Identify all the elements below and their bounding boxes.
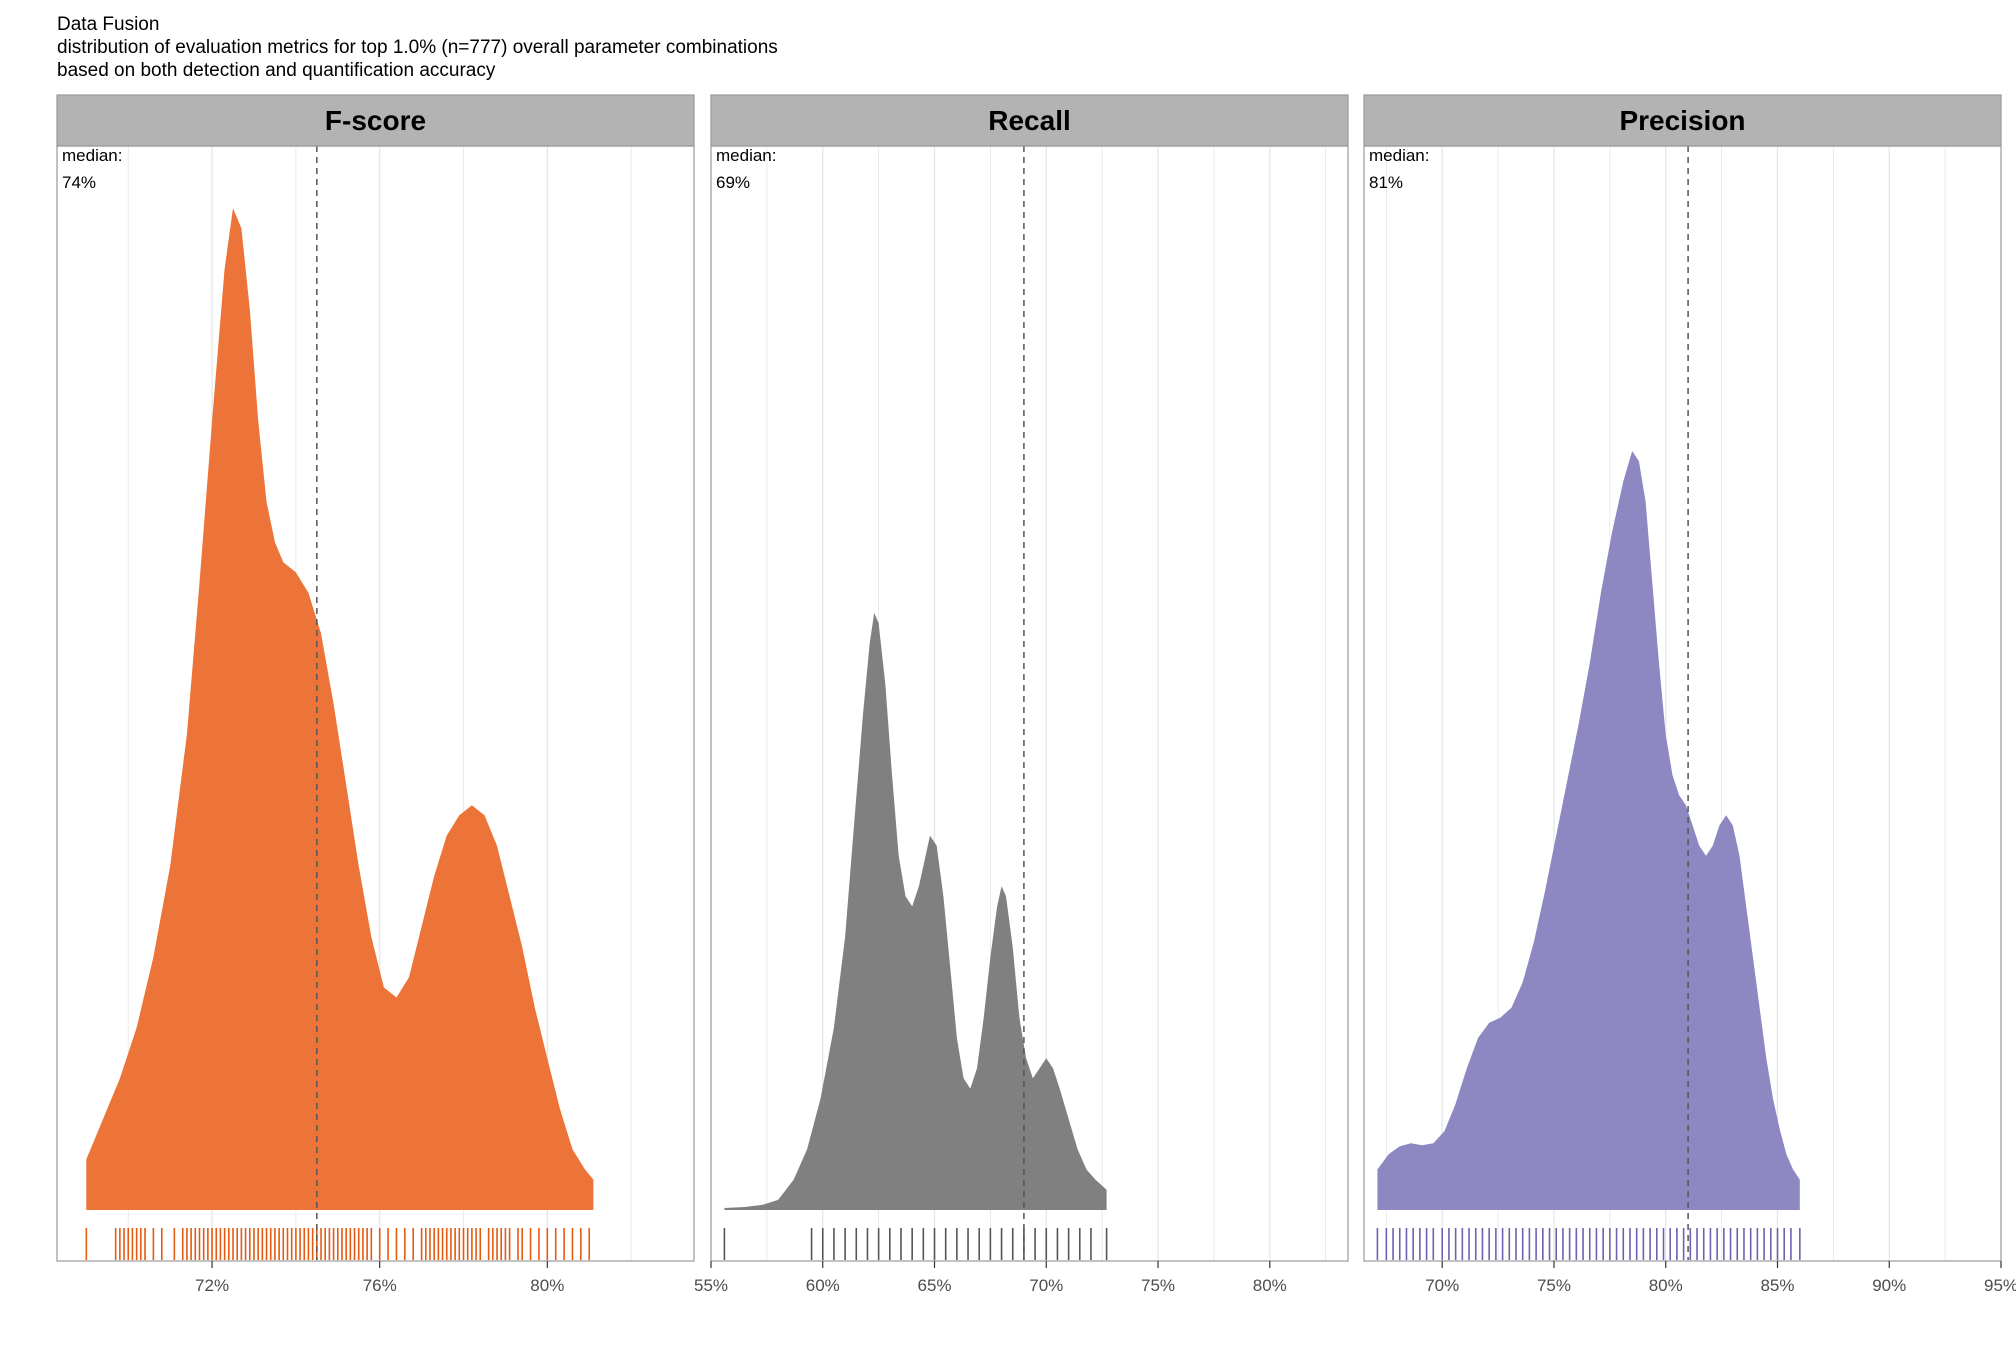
x-tick-label-recall: 65%	[917, 1276, 951, 1295]
x-tick-label-f-score: 80%	[530, 1276, 564, 1295]
x-tick-label-recall: 60%	[806, 1276, 840, 1295]
panel-border-recall	[710, 145, 1349, 1262]
strip-f-score	[56, 94, 695, 147]
panel-f-score: F-score median: 74% 72% 76% 80%	[56, 94, 695, 1295]
density-area-f-score	[86, 208, 594, 1211]
x-tick-label-recall: 80%	[1253, 1276, 1287, 1295]
x-tick-label-recall: 70%	[1029, 1276, 1063, 1295]
strip-label-precision: Precision	[1619, 105, 1745, 136]
median-label-f-score: median:	[62, 146, 122, 165]
x-tick-label-precision: 90%	[1872, 1276, 1906, 1295]
strip-label-recall: Recall	[988, 105, 1071, 136]
x-tick-label-f-score: 76%	[363, 1276, 397, 1295]
panel-recall: Recall median: 69% 55% 60% 65% 70% 75% 80%	[694, 94, 1349, 1295]
x-tick-label-precision: 85%	[1760, 1276, 1794, 1295]
density-area-precision	[1377, 451, 1800, 1210]
median-value-recall: 69%	[716, 173, 750, 192]
median-value-precision: 81%	[1369, 173, 1403, 192]
title-line-2: distribution of evaluation metrics for t…	[57, 37, 778, 58]
panel-precision: Precision median: 81% 70% 75% 80% 85% 90% 95%	[1363, 94, 2016, 1295]
median-value-f-score: 74%	[62, 173, 96, 192]
panels: F-score median: 74% 72% 76% 80% Recall median: 6…	[56, 94, 2016, 1295]
x-tick-label-precision: 70%	[1425, 1276, 1459, 1295]
median-label-recall: median:	[716, 146, 776, 165]
title-line-3: based on both detection and quantificati…	[57, 60, 496, 81]
strip-recall	[710, 94, 1349, 147]
median-label-precision: median:	[1369, 146, 1429, 165]
title-line-1: Data Fusion	[57, 14, 159, 35]
x-tick-label-f-score: 72%	[195, 1276, 229, 1295]
panel-border-f-score	[56, 145, 695, 1262]
x-tick-label-precision: 95%	[1984, 1276, 2016, 1295]
density-area-recall	[724, 612, 1107, 1210]
strip-label-f-score: F-score	[325, 105, 426, 136]
x-tick-label-recall: 75%	[1141, 1276, 1175, 1295]
x-tick-label-precision: 75%	[1537, 1276, 1571, 1295]
x-tick-label-precision: 80%	[1649, 1276, 1683, 1295]
panel-border-precision	[1363, 145, 2002, 1262]
x-tick-label-recall: 55%	[694, 1276, 728, 1295]
